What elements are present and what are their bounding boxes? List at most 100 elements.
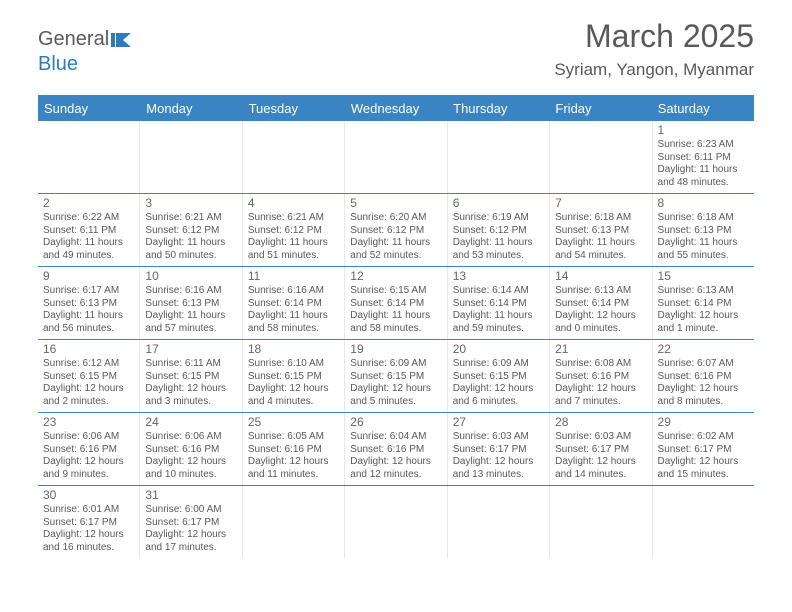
daylight-line: Daylight: 11 hours and 59 minutes. xyxy=(453,310,544,335)
sunrise-line: Sunrise: 6:20 AM xyxy=(350,212,441,225)
sunrise-line: Sunrise: 6:16 AM xyxy=(145,285,236,298)
calendar-cell-empty xyxy=(243,486,345,558)
day-number: 30 xyxy=(43,488,134,503)
sunset-line: Sunset: 6:14 PM xyxy=(555,298,646,311)
location-subtitle: Syriam, Yangon, Myanmar xyxy=(554,60,754,80)
calendar-cell: 19Sunrise: 6:09 AMSunset: 6:15 PMDayligh… xyxy=(345,340,447,412)
sunrise-line: Sunrise: 6:09 AM xyxy=(350,358,441,371)
daylight-line: Daylight: 12 hours and 12 minutes. xyxy=(350,456,441,481)
calendar-cell: 12Sunrise: 6:15 AMSunset: 6:14 PMDayligh… xyxy=(345,267,447,339)
calendar-cell-empty xyxy=(550,486,652,558)
day-number: 24 xyxy=(145,415,236,430)
sunset-line: Sunset: 6:17 PM xyxy=(43,517,134,530)
day-number: 4 xyxy=(248,196,339,211)
sunset-line: Sunset: 6:14 PM xyxy=(350,298,441,311)
calendar-cell-empty xyxy=(550,121,652,193)
daylight-line: Daylight: 12 hours and 14 minutes. xyxy=(555,456,646,481)
daylight-line: Daylight: 12 hours and 7 minutes. xyxy=(555,383,646,408)
daylight-line: Daylight: 12 hours and 3 minutes. xyxy=(145,383,236,408)
weekday-header-row: SundayMondayTuesdayWednesdayThursdayFrid… xyxy=(38,97,754,121)
calendar-cell: 26Sunrise: 6:04 AMSunset: 6:16 PMDayligh… xyxy=(345,413,447,485)
sunset-line: Sunset: 6:15 PM xyxy=(43,371,134,384)
daylight-line: Daylight: 12 hours and 9 minutes. xyxy=(43,456,134,481)
calendar-cell: 1Sunrise: 6:23 AMSunset: 6:11 PMDaylight… xyxy=(653,121,754,193)
weekday-header: Tuesday xyxy=(243,97,345,121)
daylight-line: Daylight: 11 hours and 51 minutes. xyxy=(248,237,339,262)
sunset-line: Sunset: 6:11 PM xyxy=(43,225,134,238)
daylight-line: Daylight: 11 hours and 58 minutes. xyxy=(350,310,441,335)
calendar-week: 9Sunrise: 6:17 AM Sunset: 6:13 PM Daylight… xyxy=(38,267,754,340)
calendar-cell: 16Sunrise: 6:12 AMSunset: 6:15 PMDayligh… xyxy=(38,340,140,412)
calendar-cell: 27Sunrise: 6:03 AMSunset: 6:17 PMDayligh… xyxy=(448,413,550,485)
daylight-line: Daylight: 12 hours and 4 minutes. xyxy=(248,383,339,408)
calendar-cell: 25Sunrise: 6:05 AMSunset: 6:16 PMDayligh… xyxy=(243,413,345,485)
day-number: 13 xyxy=(453,269,544,284)
sunrise-line: Sunrise: 6:19 AM xyxy=(453,212,544,225)
calendar-cell-empty xyxy=(448,121,550,193)
sunrise-line: Sunrise: 6:06 AM xyxy=(43,431,134,444)
calendar-cell: 17Sunrise: 6:11 AMSunset: 6:15 PMDayligh… xyxy=(140,340,242,412)
sunrise-line: Sunrise: 6:13 AM xyxy=(555,285,646,298)
logo-text-1: General xyxy=(38,28,109,50)
daylight-line: Daylight: 12 hours and 10 minutes. xyxy=(145,456,236,481)
day-number: 15 xyxy=(658,269,749,284)
calendar-cell: 7Sunrise: 6:18 AMSunset: 6:13 PMDaylight… xyxy=(550,194,652,266)
sunset-line: Sunset: 6:16 PM xyxy=(555,371,646,384)
calendar-cell: 21Sunrise: 6:08 AMSunset: 6:16 PMDayligh… xyxy=(550,340,652,412)
calendar-cell-empty xyxy=(345,121,447,193)
sunrise-line: Sunrise: 6:14 AM xyxy=(453,285,544,298)
sunrise-line: Sunrise: 6:01 AM xyxy=(43,504,134,517)
day-number: 19 xyxy=(350,342,441,357)
sunset-line: Sunset: 6:13 PM xyxy=(555,225,646,238)
sunrise-line: Sunrise: 6:07 AM xyxy=(658,358,749,371)
logo-flag-icon xyxy=(111,30,133,53)
day-number: 3 xyxy=(145,196,236,211)
weekday-header: Thursday xyxy=(447,97,549,121)
sunrise-line: Sunrise: 6:11 AM xyxy=(145,358,236,371)
sunrise-line: Sunrise: 6:05 AM xyxy=(248,431,339,444)
sunset-line: Sunset: 6:16 PM xyxy=(248,444,339,457)
calendar-cell: 5Sunrise: 6:20 AMSunset: 6:12 PMDaylight… xyxy=(345,194,447,266)
sunset-line: Sunset: 6:17 PM xyxy=(145,517,236,530)
sunrise-line: Sunrise: 6:13 AM xyxy=(658,285,749,298)
daylight-line: Daylight: 12 hours and 17 minutes. xyxy=(145,529,236,554)
weekday-header: Friday xyxy=(549,97,651,121)
calendar-cell: 23Sunrise: 6:06 AMSunset: 6:16 PMDayligh… xyxy=(38,413,140,485)
calendar-cell-empty xyxy=(653,486,754,558)
sunrise-line: Sunrise: 6:09 AM xyxy=(453,358,544,371)
calendar-cell-empty xyxy=(345,486,447,558)
sunset-line: Sunset: 6:12 PM xyxy=(350,225,441,238)
sunset-line: Sunset: 6:16 PM xyxy=(43,444,134,457)
header: GeneralBlue March 2025 Syriam, Yangon, M… xyxy=(0,0,792,95)
sunrise-line: Sunrise: 6:17 AM xyxy=(43,285,134,298)
calendar-week: 23Sunrise: 6:06 AMSunset: 6:16 PMDayligh… xyxy=(38,413,754,486)
sunset-line: Sunset: 6:15 PM xyxy=(145,371,236,384)
day-number: 9 xyxy=(43,269,134,284)
sunset-line: Sunset: 6:13 PM xyxy=(658,225,749,238)
day-number: 10 xyxy=(145,269,236,284)
sunset-line: Sunset: 6:17 PM xyxy=(453,444,544,457)
daylight-line: Daylight: 12 hours and 0 minutes. xyxy=(555,310,646,335)
sunrise-line: Sunrise: 6:06 AM xyxy=(145,431,236,444)
day-number: 12 xyxy=(350,269,441,284)
day-number: 28 xyxy=(555,415,646,430)
sunset-line: Sunset: 6:12 PM xyxy=(248,225,339,238)
daylight-line: Daylight: 11 hours and 58 minutes. xyxy=(248,310,339,335)
daylight-line: Daylight: 11 hours and 50 minutes. xyxy=(145,237,236,262)
sunset-line: Sunset: 6:13 PM xyxy=(145,298,236,311)
calendar-cell: 28Sunrise: 6:03 AMSunset: 6:17 PMDayligh… xyxy=(550,413,652,485)
calendar-week: 30Sunrise: 6:01 AMSunset: 6:17 PMDayligh… xyxy=(38,486,754,558)
calendar-week: 1Sunrise: 6:23 AMSunset: 6:11 PMDaylight… xyxy=(38,121,754,194)
calendar-cell: 30Sunrise: 6:01 AMSunset: 6:17 PMDayligh… xyxy=(38,486,140,558)
day-number: 2 xyxy=(43,196,134,211)
calendar-cell: 24Sunrise: 6:06 AMSunset: 6:16 PMDayligh… xyxy=(140,413,242,485)
logo: GeneralBlue xyxy=(38,28,133,76)
day-number: 31 xyxy=(145,488,236,503)
calendar-cell: 3Sunrise: 6:21 AMSunset: 6:12 PMDaylight… xyxy=(140,194,242,266)
sunrise-line: Sunrise: 6:15 AM xyxy=(350,285,441,298)
sunrise-line: Sunrise: 6:16 AM xyxy=(248,285,339,298)
sunset-line: Sunset: 6:12 PM xyxy=(453,225,544,238)
calendar-cell: 31Sunrise: 6:00 AMSunset: 6:17 PMDayligh… xyxy=(140,486,242,558)
sunrise-line: Sunrise: 6:03 AM xyxy=(555,431,646,444)
daylight-line: Daylight: 11 hours and 52 minutes. xyxy=(350,237,441,262)
